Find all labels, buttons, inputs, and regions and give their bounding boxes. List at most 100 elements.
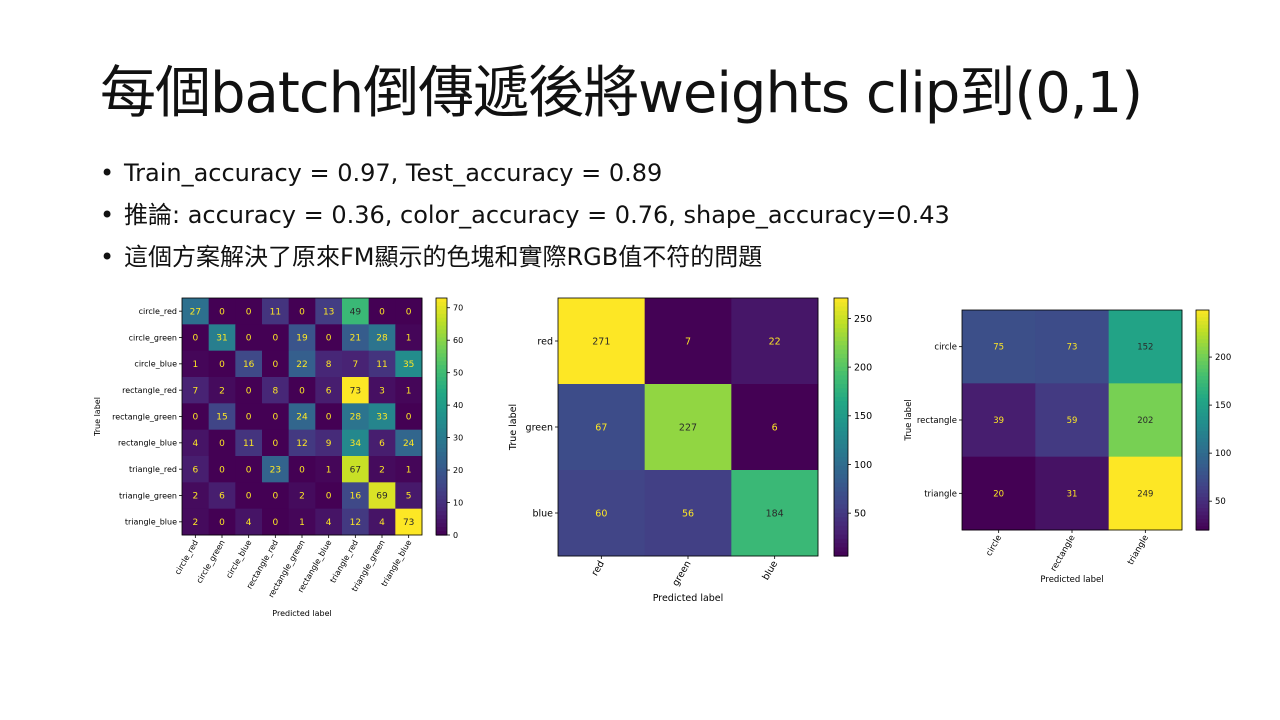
colorbar-segment <box>1196 526 1209 531</box>
colorbar-segment <box>1196 453 1209 458</box>
cell-value: 9 <box>326 439 332 449</box>
colorbar-segment <box>834 323 848 329</box>
colorbar-segment <box>436 373 447 378</box>
y-tick-label: circle <box>934 343 957 353</box>
colorbar-segment <box>834 396 848 402</box>
cell-value: 4 <box>246 518 252 528</box>
matrix-cell <box>262 403 290 431</box>
y-tick-label: red <box>537 336 553 347</box>
matrix-cell <box>182 403 210 431</box>
colorbar-tick-label: 50 <box>453 368 463 377</box>
matrix-cell <box>342 429 370 457</box>
y-tick-label: blue <box>532 508 553 519</box>
colorbar-segment <box>1196 519 1209 524</box>
matrix-cell <box>182 508 210 536</box>
bullet-inference-accuracy: 推論: accuracy = 0.36, color_accuracy = 0.… <box>100 194 950 236</box>
colorbar-segment <box>834 405 848 411</box>
colorbar-tick-label: 70 <box>453 304 463 313</box>
cell-value: 227 <box>679 422 697 433</box>
colorbar-tick-label: 150 <box>1215 401 1231 411</box>
cell-value: 271 <box>592 336 610 347</box>
matrix-cell <box>315 429 343 457</box>
colorbar-segment <box>1196 350 1209 355</box>
cell-value: 20 <box>993 489 1004 499</box>
colorbar-segment <box>834 345 848 351</box>
cell-value: 34 <box>350 439 362 449</box>
colorbar-segment <box>834 491 848 497</box>
cell-value: 0 <box>379 307 385 317</box>
colorbar-segment <box>834 435 848 441</box>
y-tick-label: triangle <box>924 489 957 499</box>
matrix-cell <box>395 508 423 536</box>
colorbar-segment <box>436 400 447 406</box>
cell-value: 0 <box>246 386 252 396</box>
matrix-cell <box>235 403 263 431</box>
colorbar-segment <box>834 431 848 437</box>
colorbar-segment <box>1196 383 1209 388</box>
colorbar-segment <box>436 384 447 390</box>
colorbar-segment <box>1196 372 1209 377</box>
matrix-cell <box>395 482 423 510</box>
colorbar-segment <box>834 521 848 527</box>
matrix-cell <box>182 298 210 325</box>
colorbar-segment <box>436 416 447 422</box>
colorbar-segment <box>834 538 848 544</box>
cell-value: 69 <box>376 492 388 502</box>
colorbar-segment <box>834 341 848 346</box>
matrix-cell <box>182 482 210 510</box>
colorbar-segment <box>1196 398 1209 403</box>
cell-value: 28 <box>350 413 362 423</box>
colorbar-segment <box>834 525 848 531</box>
cell-value: 16 <box>350 492 362 502</box>
colorbar-tick-label: 10 <box>453 498 463 507</box>
colorbar-segment <box>834 401 848 407</box>
matrix-cell <box>262 456 290 483</box>
colorbar-segment <box>1196 471 1209 476</box>
matrix-cell <box>1035 310 1110 384</box>
colorbar-segment <box>1196 486 1209 491</box>
cell-value: 7 <box>352 360 358 370</box>
matrix-cell <box>368 350 396 378</box>
colorbar-segment <box>1196 346 1209 351</box>
matrix-cell <box>644 384 732 471</box>
colorbar-segment <box>834 457 848 462</box>
colorbar-tick-label: 50 <box>1215 497 1226 507</box>
cell-value: 0 <box>192 334 198 344</box>
colorbar-segment <box>1196 489 1209 494</box>
matrix-cell <box>208 377 236 404</box>
cell-value: 0 <box>272 492 278 502</box>
colorbar-tick-label: 100 <box>854 460 872 471</box>
matrix-cell <box>208 298 236 325</box>
colorbar-segment <box>436 440 447 445</box>
colorbar-segment <box>1196 431 1209 436</box>
colorbar-segment <box>436 305 447 311</box>
colorbar-segment <box>834 332 848 338</box>
matrix-cell <box>315 456 343 483</box>
colorbar-segment <box>1196 423 1209 428</box>
colorbar-segment <box>436 444 447 449</box>
x-tick-label: blue <box>760 559 780 582</box>
x-tick-label: circle <box>984 534 1004 559</box>
matrix-cell <box>288 482 316 510</box>
colorbar-segment <box>1196 442 1209 447</box>
matrix-cell <box>315 403 343 431</box>
colorbar-tick-label: 0 <box>453 531 458 540</box>
matrix-cell <box>262 508 290 536</box>
y-tick-label: triangle_blue <box>125 518 177 527</box>
matrix-cell <box>208 429 236 457</box>
colorbar-segment <box>1196 335 1209 340</box>
cell-value: 0 <box>406 413 412 423</box>
colorbar-segment <box>436 495 447 501</box>
colorbar-tick-label: 20 <box>453 466 463 475</box>
cell-value: 8 <box>272 386 278 396</box>
colorbar-tick-label: 200 <box>1215 353 1231 363</box>
matrix-cell <box>288 350 316 378</box>
matrix-cell <box>235 377 263 404</box>
cell-value: 4 <box>326 518 332 528</box>
colorbar-segment <box>834 461 848 467</box>
colorbar-segment <box>1196 497 1209 502</box>
colorbar-segment <box>436 317 447 323</box>
colorbar-segment <box>436 380 447 386</box>
colorbar-segment <box>1196 343 1209 348</box>
colorbar-segment <box>834 315 848 321</box>
